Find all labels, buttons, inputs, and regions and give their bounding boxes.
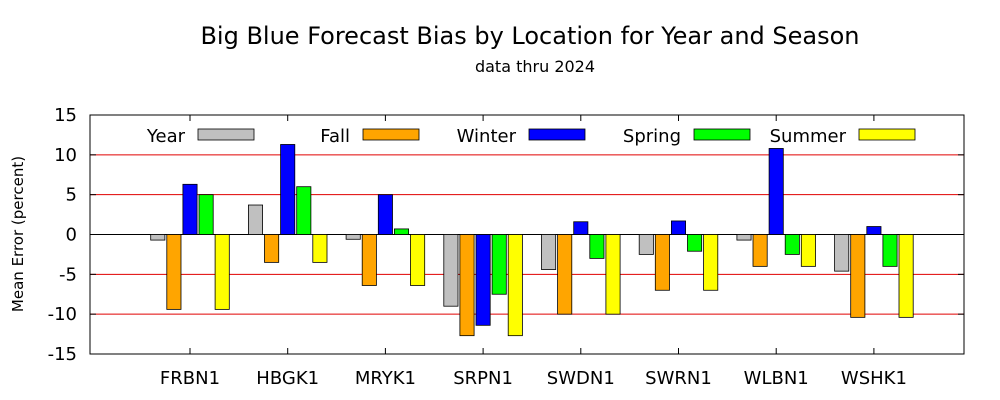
bar-frbn1-summer (214, 234, 230, 310)
legend-swatch-summer (858, 128, 916, 141)
y-tick-label: 5 (66, 185, 77, 206)
legend: Year Fall Winter Spring Summer (146, 126, 916, 147)
bar-frbn1-winter (182, 183, 198, 235)
x-tick-label: SWDN1 (547, 368, 615, 389)
bar-group (150, 144, 914, 337)
bar-swrn1-spring (687, 234, 703, 252)
chart-subtitle: data thru 2024 (475, 57, 595, 76)
legend-label-summer: Summer (770, 126, 847, 147)
bar-swrn1-summer (703, 234, 719, 291)
bar-wlbn1-spring (784, 234, 800, 255)
y-tick-label: -15 (48, 344, 77, 365)
bar-hbgk1-winter (280, 144, 296, 235)
bar-hbgk1-summer (312, 234, 328, 263)
bar-frbn1-year (150, 234, 166, 241)
x-tick-label: SRPN1 (453, 368, 513, 389)
bar-srpn1-winter (475, 234, 491, 326)
bar-swdn1-fall (557, 234, 573, 315)
x-tick-label: WSHK1 (841, 368, 907, 389)
bar-wlbn1-winter (768, 148, 784, 235)
grid-lines (90, 154, 964, 315)
bar-mryk1-summer (410, 234, 426, 286)
legend-swatch-spring (693, 128, 751, 141)
y-tick-label: -5 (59, 264, 77, 285)
legend-swatch-year (197, 128, 255, 141)
bar-mryk1-winter (377, 194, 393, 235)
bar-wlbn1-summer (800, 234, 816, 267)
bar-wshk1-spring (882, 234, 898, 267)
y-axis-ticks: 15 10 5 0 -5 -10 -15 (48, 105, 964, 365)
bar-srpn1-year (443, 234, 459, 307)
bar-swdn1-summer (605, 234, 621, 315)
x-axis-ticks: FRBN1 HBGK1 MRYK1 SRPN1 SWDN1 SWRN1 WLBN1 WSHK1 (160, 115, 907, 389)
x-tick-label: MRYK1 (355, 368, 416, 389)
x-tick-label: HBGK1 (256, 368, 319, 389)
bar-hbgk1-spring (296, 186, 312, 235)
plot-frame (89, 114, 965, 355)
bar-swrn1-year (638, 234, 654, 255)
bar-srpn1-spring (491, 234, 507, 295)
bar-hbgk1-year (247, 204, 263, 235)
y-tick-label: 0 (66, 225, 77, 246)
bar-mryk1-spring (393, 228, 409, 235)
x-tick-label: SWRN1 (645, 368, 712, 389)
bar-wshk1-fall (850, 234, 866, 318)
bar-mryk1-year (345, 234, 361, 240)
bar-swdn1-spring (589, 234, 605, 259)
y-axis-label: Mean Error (percent) (9, 156, 27, 312)
x-tick-label: WLBN1 (744, 368, 809, 389)
legend-label-year: Year (146, 126, 186, 147)
bar-wlbn1-fall (752, 234, 768, 267)
bar-swrn1-fall (654, 234, 670, 291)
bar-mryk1-fall (361, 234, 377, 286)
y-tick-label: -10 (48, 304, 77, 325)
legend-label-spring: Spring (623, 126, 681, 147)
bar-wshk1-year (834, 234, 850, 272)
y-tick-label: 15 (54, 105, 77, 126)
bar-frbn1-spring (198, 194, 214, 235)
bar-swdn1-year (541, 234, 557, 270)
chart-title: Big Blue Forecast Bias by Location for Y… (200, 22, 859, 50)
legend-label-fall: Fall (320, 126, 350, 147)
legend-swatch-winter (528, 128, 586, 141)
x-tick-label: FRBN1 (160, 368, 220, 389)
bar-wshk1-winter (866, 226, 882, 235)
bar-swdn1-winter (573, 221, 589, 235)
legend-swatch-fall (362, 128, 420, 141)
bar-srpn1-fall (459, 234, 475, 337)
bar-srpn1-summer (507, 234, 523, 337)
bar-wlbn1-year (736, 234, 752, 241)
bar-swrn1-winter (671, 220, 687, 235)
y-tick-label: 10 (54, 145, 77, 166)
bar-frbn1-fall (166, 234, 182, 310)
bar-wshk1-summer (898, 234, 914, 318)
bar-hbgk1-fall (264, 234, 280, 263)
legend-label-winter: Winter (457, 126, 517, 147)
